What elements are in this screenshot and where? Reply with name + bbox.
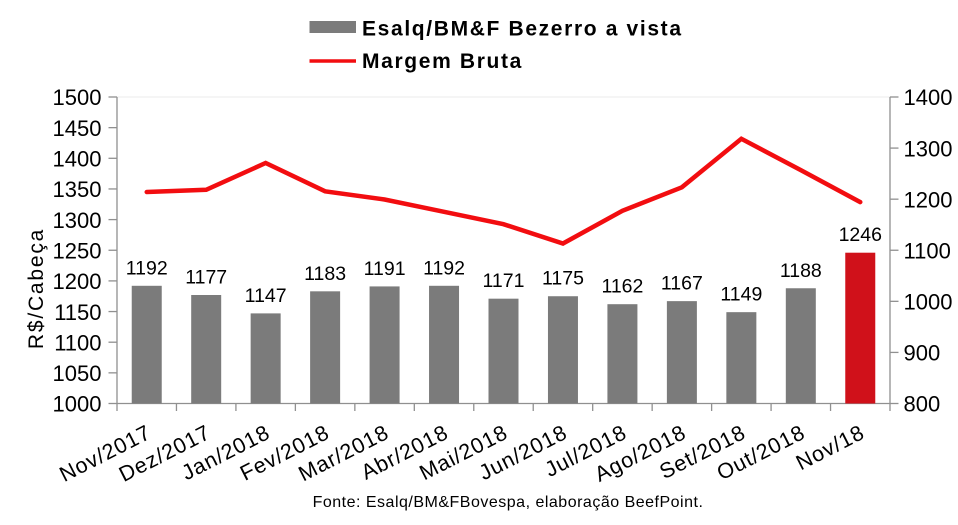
svg-text:1350: 1350 xyxy=(53,177,102,202)
svg-text:1200: 1200 xyxy=(53,269,102,294)
svg-text:Esalq/BM&F Bezerro a vista: Esalq/BM&F Bezerro a vista xyxy=(362,17,683,40)
svg-text:1167: 1167 xyxy=(661,273,703,295)
svg-text:1177: 1177 xyxy=(185,267,227,289)
svg-text:1500: 1500 xyxy=(53,85,102,110)
svg-text:1300: 1300 xyxy=(53,208,102,233)
svg-text:1250: 1250 xyxy=(53,238,102,263)
svg-text:1400: 1400 xyxy=(53,147,102,172)
svg-text:1100: 1100 xyxy=(54,330,101,355)
svg-text:1183: 1183 xyxy=(304,263,346,285)
svg-text:1191: 1191 xyxy=(364,258,406,280)
svg-text:1150: 1150 xyxy=(54,300,101,325)
svg-text:1300: 1300 xyxy=(904,136,953,161)
svg-text:800: 800 xyxy=(904,392,941,417)
svg-text:1149: 1149 xyxy=(720,284,762,306)
svg-text:1000: 1000 xyxy=(53,392,102,417)
svg-text:1188: 1188 xyxy=(780,260,822,282)
svg-text:1450: 1450 xyxy=(53,116,102,141)
svg-text:1171: 1171 xyxy=(483,270,525,292)
svg-text:Margem Bruta: Margem Bruta xyxy=(362,50,523,73)
svg-text:1000: 1000 xyxy=(904,290,953,315)
svg-text:1246: 1246 xyxy=(839,224,882,246)
svg-text:1192: 1192 xyxy=(423,257,465,279)
svg-text:900: 900 xyxy=(904,341,941,366)
svg-text:1175: 1175 xyxy=(542,268,584,290)
svg-text:1162: 1162 xyxy=(601,276,643,298)
svg-text:1050: 1050 xyxy=(53,361,102,386)
svg-text:Fonte: Esalq/BM&FBovespa, elab: Fonte: Esalq/BM&FBovespa, elaboração Bee… xyxy=(313,494,704,511)
svg-text:1100: 1100 xyxy=(904,238,951,263)
svg-text:1147: 1147 xyxy=(245,285,287,307)
svg-text:1200: 1200 xyxy=(904,187,953,212)
svg-text:1192: 1192 xyxy=(126,257,168,279)
svg-text:1400: 1400 xyxy=(904,85,953,110)
svg-text:R$/Cabeça: R$/Cabeça xyxy=(25,228,48,349)
